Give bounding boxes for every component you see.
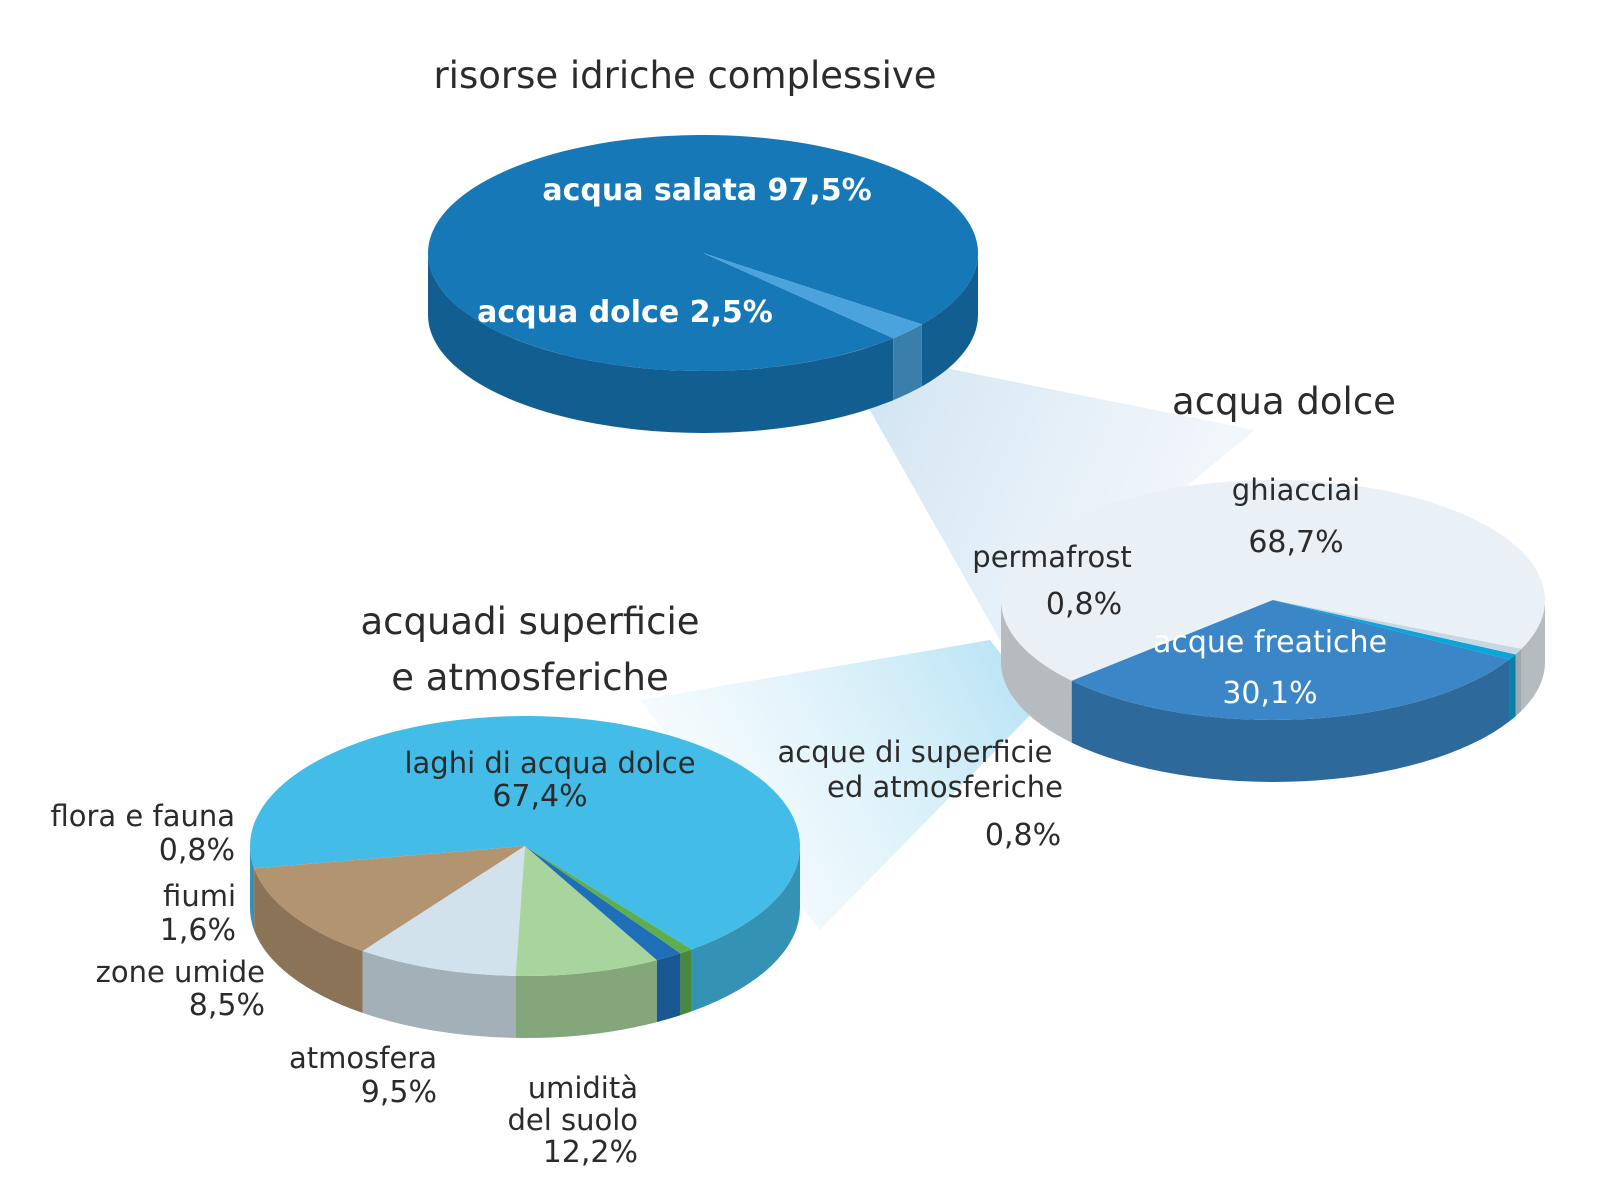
pie-slice-acque-di-superficie-ed-atmosferiche bbox=[1273, 600, 1516, 660]
value-atmosfera: 9,5% bbox=[361, 1075, 437, 1110]
pie-slice-flora-e-fauna bbox=[525, 846, 692, 954]
label-atmosfera: atmosfera bbox=[289, 1041, 437, 1075]
pie-side-acque-di-superficie-ed-atmosferiche bbox=[1509, 654, 1516, 722]
pie-side-fiumi bbox=[656, 953, 681, 1023]
value-fiumi: 1,6% bbox=[160, 913, 236, 948]
label-acque-superficie-line1: acque di superficie bbox=[777, 735, 1052, 769]
pie-slice-acque-freatiche bbox=[1071, 600, 1510, 721]
label-flora-fauna: flora e fauna bbox=[51, 799, 236, 833]
pie-side-atmosfera bbox=[362, 950, 516, 1038]
pie-side-ghiacciai bbox=[1001, 600, 1072, 743]
label-ghiacciai: ghiacciai bbox=[1232, 473, 1360, 507]
value-flora-fauna: 0,8% bbox=[159, 833, 235, 868]
pie-side-acqua-salata bbox=[921, 253, 978, 387]
pie-side-acqua-salata bbox=[428, 253, 894, 433]
pie-slice-zone-umide bbox=[515, 846, 657, 976]
value-ghiacciai: 68,7% bbox=[1248, 525, 1343, 560]
pie-slice-fiumi bbox=[525, 846, 681, 961]
value-permafrost: 0,8% bbox=[1046, 587, 1122, 622]
pie-side-ghiacciai bbox=[1521, 600, 1545, 711]
value-zone-umide: 8,5% bbox=[189, 988, 265, 1023]
connector-wedge-2 bbox=[640, 640, 1040, 930]
label-acque-freatiche: acque freatiche bbox=[1153, 625, 1387, 660]
title-total-water: risorse idriche complessive bbox=[433, 54, 936, 97]
label-umidita-line1: umidità bbox=[528, 1071, 638, 1105]
pie-side-permafrost bbox=[1515, 648, 1522, 717]
pie-slice-acqua-dolce bbox=[703, 253, 922, 339]
pie-slice-laghi-di-acqua-dolce bbox=[250, 715, 801, 950]
pie-side-acqua-dolce bbox=[893, 324, 922, 401]
value-laghi: 67,4% bbox=[492, 779, 587, 814]
pie-side-umidita-del-suolo bbox=[254, 868, 363, 1013]
pie-slice-umidita-del-suolo bbox=[254, 846, 525, 951]
pie-slice-permafrost bbox=[1273, 600, 1522, 655]
pie-fresh-water bbox=[1001, 480, 1545, 783]
connector-wedge-1 bbox=[850, 360, 1255, 640]
label-laghi: laghi di acqua dolce bbox=[404, 746, 695, 780]
title-surface-water-line1: acquadi superficie bbox=[360, 600, 699, 643]
pie-slice-ghiacciai bbox=[1001, 480, 1545, 681]
label-acqua-dolce: acqua dolce 2,5% bbox=[477, 295, 773, 330]
value-acque-freatiche: 30,1% bbox=[1222, 676, 1317, 711]
pie-surface-water bbox=[250, 715, 801, 1038]
label-zone-umide: zone umide bbox=[96, 955, 265, 989]
value-acque-superficie: 0,8% bbox=[985, 818, 1061, 853]
label-permafrost: permafrost bbox=[972, 540, 1131, 574]
label-acque-superficie-line2: ed atmosferiche bbox=[827, 770, 1063, 804]
title-surface-water-line2: e atmosferiche bbox=[391, 656, 669, 699]
pie-side-laghi-di-acqua-dolce bbox=[250, 846, 255, 931]
title-fresh-water: acqua dolce bbox=[1172, 380, 1396, 423]
pie-side-flora-e-fauna bbox=[680, 949, 692, 1016]
pie-side-zone-umide bbox=[515, 960, 657, 1038]
pie-side-laghi-di-acqua-dolce bbox=[691, 846, 800, 1012]
label-fiumi: fiumi bbox=[163, 879, 236, 913]
label-acqua-salata: acqua salata 97,5% bbox=[542, 173, 871, 208]
label-umidita-line2: del suolo bbox=[507, 1103, 638, 1137]
pie-slice-atmosfera bbox=[362, 846, 525, 976]
value-umidita: 12,2% bbox=[543, 1135, 638, 1170]
pie-total-water bbox=[428, 134, 978, 433]
pie-side-acque-freatiche bbox=[1071, 659, 1510, 783]
